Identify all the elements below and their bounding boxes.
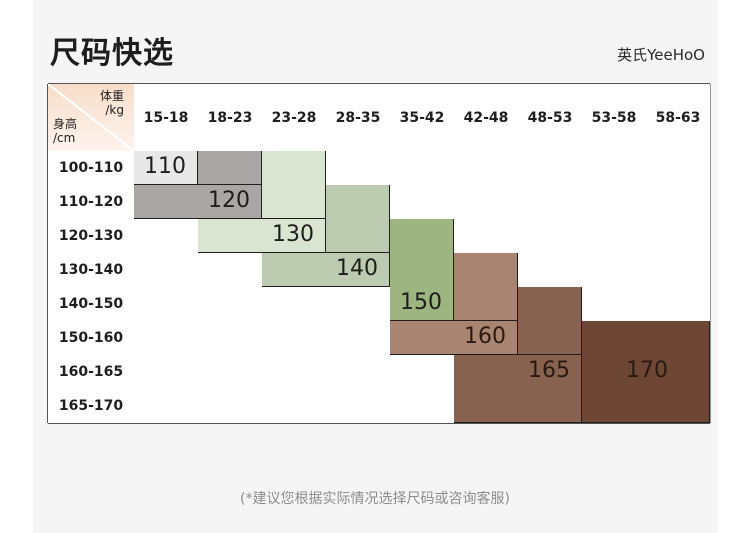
grid-cell bbox=[646, 287, 710, 321]
weight-column-header: 48-53 bbox=[518, 84, 582, 151]
grid-cell bbox=[454, 219, 518, 253]
height-label: 身高 bbox=[53, 117, 78, 131]
weight-column-header: 35-42 bbox=[390, 84, 454, 151]
grid-cell bbox=[262, 355, 326, 389]
grid-cell bbox=[134, 287, 198, 321]
size-block-165-upper bbox=[518, 287, 582, 355]
size-block-110: 110 bbox=[134, 151, 198, 185]
grid-cell bbox=[326, 321, 390, 355]
height-row-header: 110-120 bbox=[48, 185, 134, 219]
grid-cell bbox=[646, 151, 710, 185]
grid-cell bbox=[582, 287, 646, 321]
weight-column-header: 15-18 bbox=[134, 84, 198, 151]
grid-cell bbox=[262, 287, 326, 321]
grid-cell bbox=[582, 185, 646, 219]
size-block-150: 150 bbox=[390, 219, 454, 321]
size-label: 130 bbox=[272, 222, 314, 247]
weight-label: 体重 bbox=[99, 89, 124, 103]
grid-cell bbox=[646, 219, 710, 253]
grid-cell bbox=[326, 287, 390, 321]
grid-cell bbox=[582, 151, 646, 185]
grid-cell bbox=[454, 151, 518, 185]
grid-cell bbox=[134, 321, 198, 355]
size-block-170: 170 bbox=[582, 321, 710, 423]
page-title: 尺码快选 bbox=[50, 36, 174, 71]
height-header: 身高 /cm bbox=[53, 117, 77, 145]
grid-cell bbox=[454, 185, 518, 219]
grid-cell bbox=[390, 355, 454, 389]
weight-header: 体重 /kg bbox=[100, 89, 124, 117]
grid-cell bbox=[390, 389, 454, 423]
grid-cell bbox=[646, 253, 710, 287]
height-row-header: 130-140 bbox=[48, 253, 134, 287]
grid-cell bbox=[518, 253, 582, 287]
weight-column-header: 23-28 bbox=[262, 84, 326, 151]
grid-cell bbox=[390, 185, 454, 219]
size-block-160: 160 bbox=[390, 321, 518, 355]
size-block-165: 165 bbox=[454, 355, 582, 423]
grid-cell bbox=[582, 253, 646, 287]
height-unit: /cm bbox=[53, 131, 76, 145]
size-label: 160 bbox=[464, 324, 506, 349]
size-block-130: 130 bbox=[198, 219, 326, 253]
weight-unit: /kg bbox=[105, 103, 124, 117]
grid-cell bbox=[390, 151, 454, 185]
grid-cell bbox=[134, 389, 198, 423]
size-block-140-upper bbox=[326, 185, 390, 253]
grid-cell bbox=[326, 355, 390, 389]
grid-cell bbox=[198, 253, 262, 287]
grid-cell bbox=[134, 219, 198, 253]
weight-column-header: 53-58 bbox=[582, 84, 646, 151]
size-label: 165 bbox=[528, 358, 570, 383]
grid-cell bbox=[198, 355, 262, 389]
height-row-header: 100-110 bbox=[48, 151, 134, 185]
height-row-header: 120-130 bbox=[48, 219, 134, 253]
weight-column-header: 28-35 bbox=[326, 84, 390, 151]
grid-cell bbox=[518, 151, 582, 185]
grid-cell bbox=[518, 185, 582, 219]
diagonal-divider bbox=[48, 84, 134, 151]
grid-cell bbox=[518, 219, 582, 253]
weight-column-header: 42-48 bbox=[454, 84, 518, 151]
weight-column-header: 18-23 bbox=[198, 84, 262, 151]
weight-column-header: 58-63 bbox=[646, 84, 710, 151]
height-row-header: 150-160 bbox=[48, 321, 134, 355]
size-label: 120 bbox=[208, 188, 250, 213]
size-block-160-upper bbox=[454, 253, 518, 321]
height-row-header: 160-165 bbox=[48, 355, 134, 389]
height-row-header: 165-170 bbox=[48, 389, 134, 423]
table-corner: 体重 /kg 身高 /cm bbox=[48, 84, 134, 151]
grid-cell bbox=[326, 389, 390, 423]
size-label: 150 bbox=[400, 290, 442, 315]
size-block-120: 120 bbox=[134, 185, 262, 219]
grid-cell bbox=[646, 185, 710, 219]
size-label: 140 bbox=[336, 256, 378, 281]
grid-cell bbox=[262, 389, 326, 423]
size-block-130-upper bbox=[262, 151, 326, 219]
brand-logo: 英氏YeeHoO bbox=[617, 46, 705, 64]
footnote: (*建议您根据实际情况选择尺码或咨询客服) bbox=[240, 491, 510, 507]
size-block-120-upper bbox=[198, 151, 262, 185]
grid-cell bbox=[198, 389, 262, 423]
size-block-140: 140 bbox=[262, 253, 390, 287]
grid-cell bbox=[326, 151, 390, 185]
grid-cell bbox=[582, 219, 646, 253]
grid-cell bbox=[134, 253, 198, 287]
grid-cell bbox=[134, 355, 198, 389]
grid-cell bbox=[198, 321, 262, 355]
height-row-header: 140-150 bbox=[48, 287, 134, 321]
size-label: 110 bbox=[144, 154, 186, 179]
size-label: 170 bbox=[626, 358, 668, 383]
grid-cell bbox=[262, 321, 326, 355]
grid-cell bbox=[198, 287, 262, 321]
